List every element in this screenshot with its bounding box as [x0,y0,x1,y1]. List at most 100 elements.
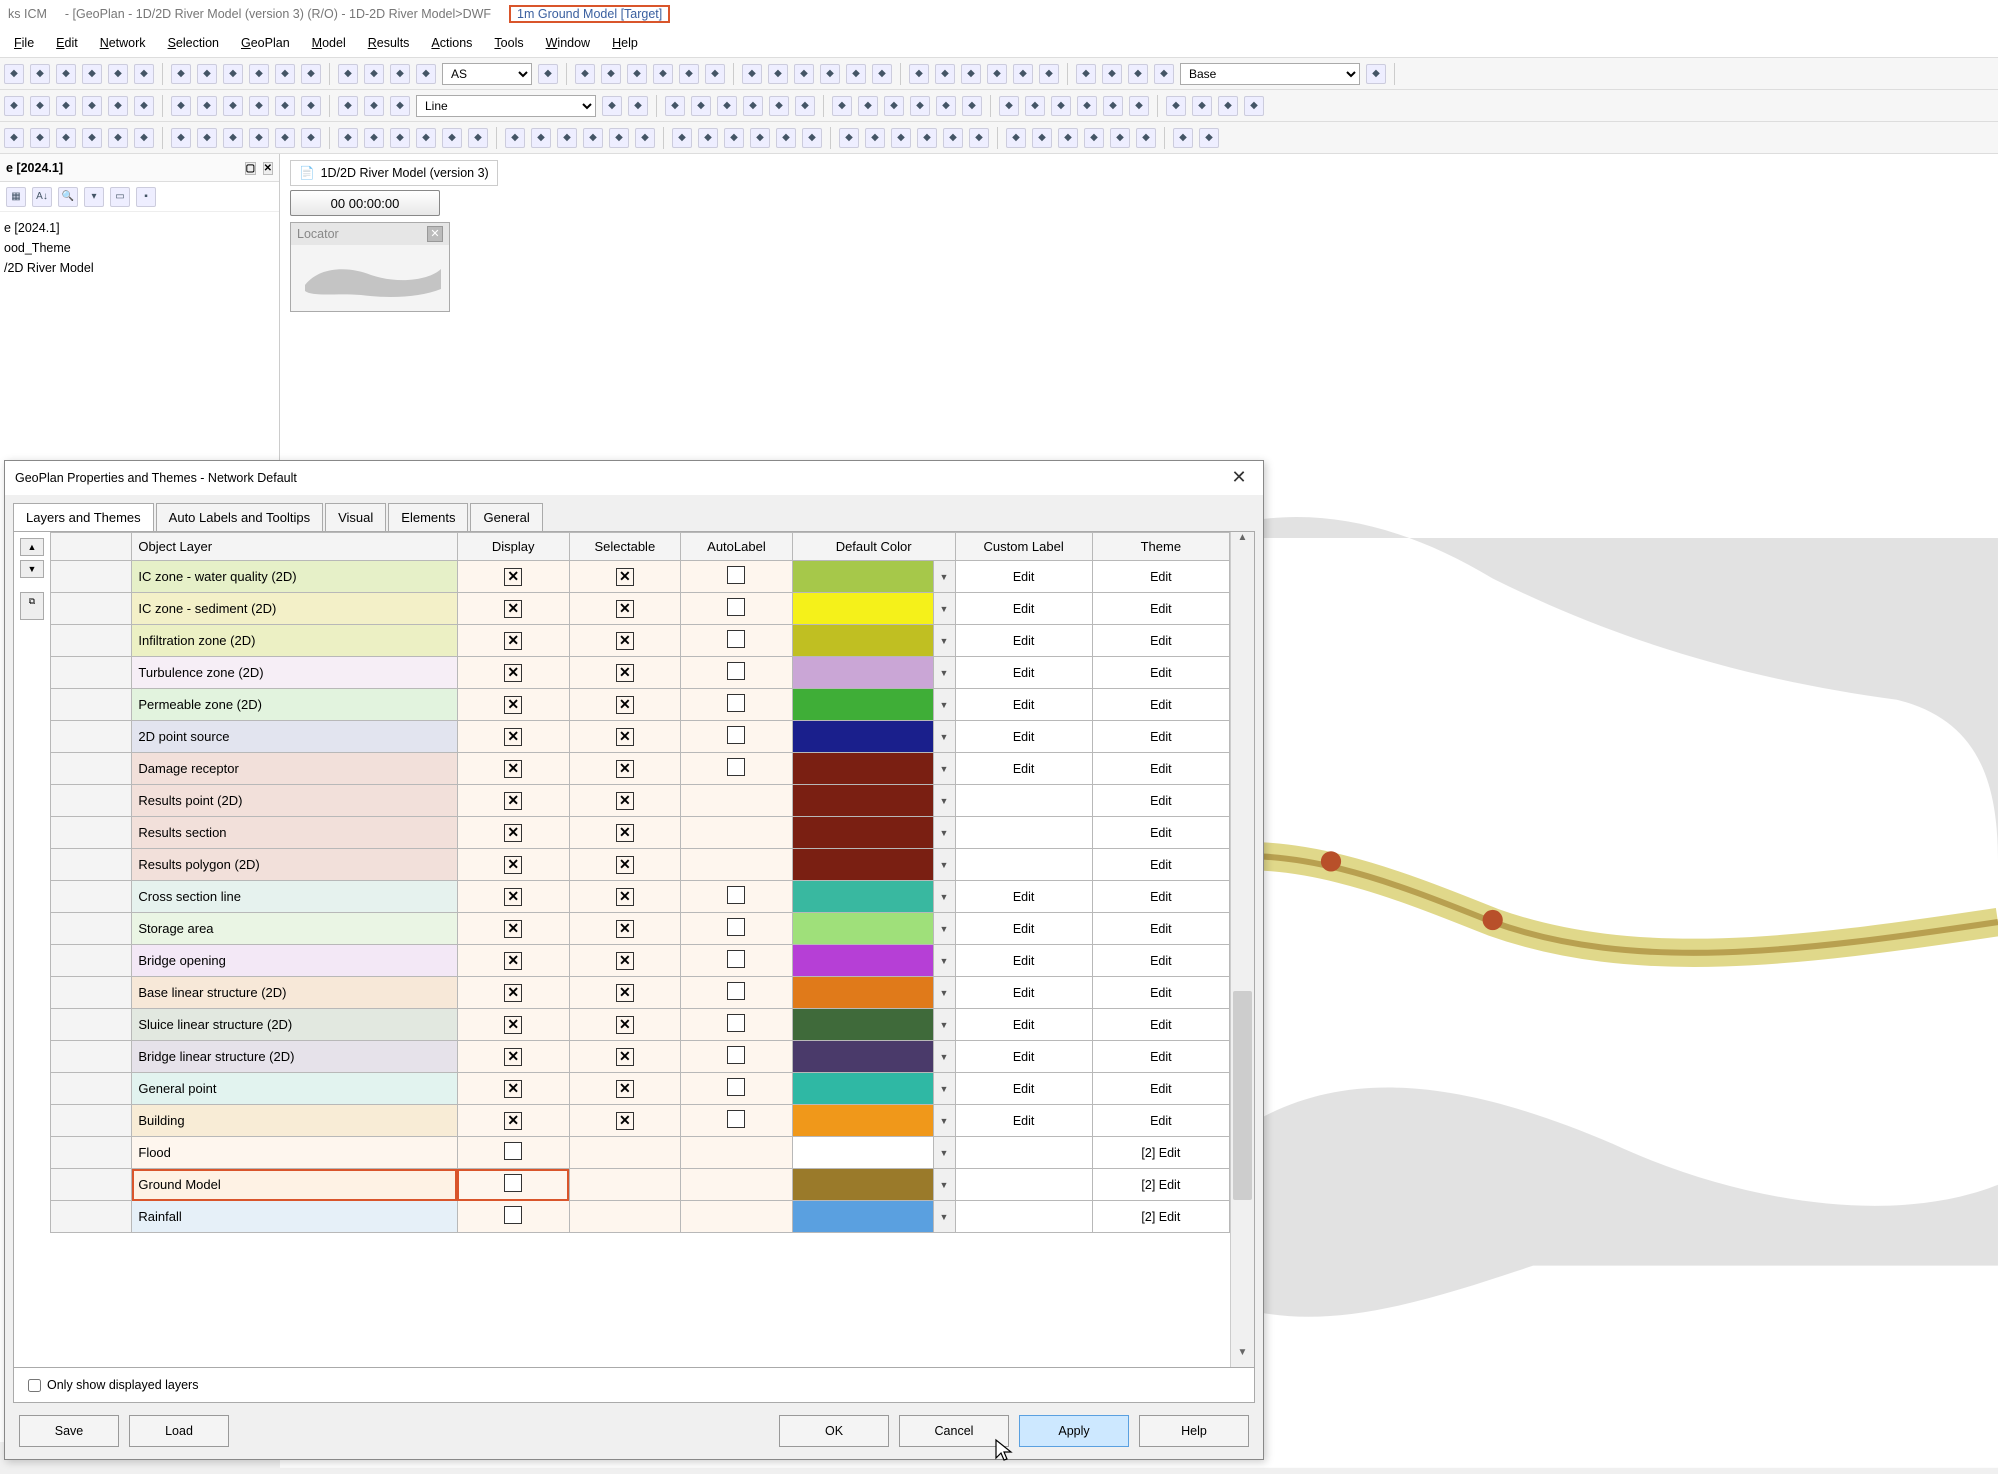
menu-edit[interactable]: Edit [46,32,88,54]
auto-cell[interactable] [681,1201,793,1233]
disp-cell[interactable]: ✕ [457,1041,569,1073]
tab-general[interactable]: General [470,503,542,531]
toolbar-icon[interactable]: ◆ [969,128,989,148]
column-header[interactable]: Display [457,533,569,561]
disp-cell[interactable]: ✕ [457,785,569,817]
color-dropdown-icon[interactable]: ▼ [933,817,955,848]
color-cell[interactable]: ▼ [792,1201,955,1233]
toolbar-icon[interactable]: ◆ [1218,96,1238,116]
toolbar-icon[interactable]: ◆ [197,128,217,148]
table-row[interactable]: IC zone - water quality (2D)✕✕▼EditEdit [51,561,1230,593]
toolbar-icon[interactable]: ◆ [609,128,629,148]
toolbar-icon[interactable]: ◆ [249,96,269,116]
toolbar-icon[interactable]: ◆ [364,64,384,84]
toolbar-icon[interactable]: ◆ [776,128,796,148]
disp-cell[interactable]: ✕ [457,1105,569,1137]
panel-dock-icon[interactable]: ▢ [245,162,256,175]
menu-file[interactable]: File [4,32,44,54]
sel-cell[interactable] [569,1137,681,1169]
toolbar-icon[interactable]: ◆ [197,96,217,116]
toolbar-icon[interactable]: ◆ [171,128,191,148]
color-cell[interactable]: ▼ [792,1137,955,1169]
table-row[interactable]: Rainfall▼[2] Edit [51,1201,1230,1233]
table-row[interactable]: Bridge linear structure (2D)✕✕▼EditEdit [51,1041,1230,1073]
toolbar-icon[interactable]: ◆ [653,64,673,84]
toolbar-icon[interactable]: ◆ [1129,96,1149,116]
auto-cell[interactable] [681,721,793,753]
toolbar-icon[interactable]: ◆ [1076,64,1096,84]
toolbar-icon[interactable]: ◆ [742,64,762,84]
toolbar-icon[interactable]: ◆ [82,128,102,148]
menu-help[interactable]: Help [602,32,648,54]
toolbar-icon[interactable]: ◆ [943,128,963,148]
sel-cell[interactable]: ✕ [569,593,681,625]
explorer-tb-icon[interactable]: ▭ [110,187,130,207]
color-cell[interactable]: ▼ [792,561,955,593]
disp-cell[interactable] [457,1169,569,1201]
theme-edit-cell[interactable]: Edit [1092,657,1229,689]
table-row[interactable]: Damage receptor✕✕▼EditEdit [51,753,1230,785]
toolbar-icon[interactable]: ◆ [223,128,243,148]
color-dropdown-icon[interactable]: ▼ [933,785,955,816]
disp-cell[interactable] [457,1137,569,1169]
color-cell[interactable]: ▼ [792,1073,955,1105]
toolbar-icon[interactable]: ◆ [1366,64,1386,84]
toolbar-icon[interactable]: ◆ [1166,96,1186,116]
toolbar-icon[interactable]: ◆ [56,96,76,116]
toolbar-icon[interactable]: ◆ [223,64,243,84]
color-dropdown-icon[interactable]: ▼ [933,977,955,1008]
color-cell[interactable]: ▼ [792,1105,955,1137]
theme-edit-cell[interactable]: [2] Edit [1092,1201,1229,1233]
toolbar-icon[interactable]: ◆ [1244,96,1264,116]
disp-cell[interactable]: ✕ [457,1073,569,1105]
color-cell[interactable]: ▼ [792,689,955,721]
auto-cell[interactable] [681,1169,793,1201]
toolbar-icon[interactable]: ◆ [665,96,685,116]
table-row[interactable]: IC zone - sediment (2D)✕✕▼EditEdit [51,593,1230,625]
toolbar-icon[interactable]: ◆ [872,64,892,84]
custom-edit-cell[interactable]: Edit [955,881,1092,913]
theme-edit-cell[interactable]: Edit [1092,945,1229,977]
sel-cell[interactable]: ✕ [569,753,681,785]
color-dropdown-icon[interactable]: ▼ [933,849,955,880]
toolbar-icon[interactable]: ◆ [557,128,577,148]
toolbar-icon[interactable]: ◆ [935,64,955,84]
theme-edit-cell[interactable]: Edit [1092,593,1229,625]
custom-edit-cell[interactable]: Edit [955,1009,1092,1041]
auto-cell[interactable] [681,657,793,689]
toolbar-icon[interactable]: ◆ [56,128,76,148]
menu-geoplan[interactable]: GeoPlan [231,32,300,54]
custom-edit-cell[interactable]: Edit [955,1105,1092,1137]
color-dropdown-icon[interactable]: ▼ [933,1073,955,1104]
tree-item[interactable]: /2D River Model [4,258,275,278]
toolbar-icon[interactable]: ◆ [531,128,551,148]
toolbar-icon[interactable]: ◆ [846,64,866,84]
toolbar-icon[interactable]: ◆ [505,128,525,148]
color-cell[interactable]: ▼ [792,945,955,977]
toolbar-icon[interactable]: ◆ [884,96,904,116]
sel-cell[interactable]: ✕ [569,625,681,657]
toolbar-icon[interactable]: ◆ [679,64,699,84]
custom-edit-cell[interactable]: Edit [955,721,1092,753]
toolbar-icon[interactable]: ◆ [4,128,24,148]
auto-cell[interactable] [681,1137,793,1169]
auto-cell[interactable] [681,561,793,593]
sel-cell[interactable]: ✕ [569,817,681,849]
custom-edit-cell[interactable]: Edit [955,593,1092,625]
color-dropdown-icon[interactable]: ▼ [933,1041,955,1072]
toolbar-icon[interactable]: ◆ [108,96,128,116]
table-row[interactable]: Turbulence zone (2D)✕✕▼EditEdit [51,657,1230,689]
disp-cell[interactable]: ✕ [457,593,569,625]
color-dropdown-icon[interactable]: ▼ [933,721,955,752]
toolbar-icon[interactable]: ◆ [1013,64,1033,84]
toolbar-icon[interactable]: ◆ [575,64,595,84]
toolbar-icon[interactable]: ◆ [1136,128,1156,148]
table-row[interactable]: Storage area✕✕▼EditEdit [51,913,1230,945]
toolbar-icon[interactable]: ◆ [390,96,410,116]
toolbar-icon[interactable]: ◆ [1025,96,1045,116]
toolbar-icon[interactable]: ◆ [108,128,128,148]
toolbar-icon[interactable]: ◆ [82,64,102,84]
disp-cell[interactable]: ✕ [457,977,569,1009]
color-cell[interactable]: ▼ [792,881,955,913]
theme-edit-cell[interactable]: Edit [1092,1041,1229,1073]
